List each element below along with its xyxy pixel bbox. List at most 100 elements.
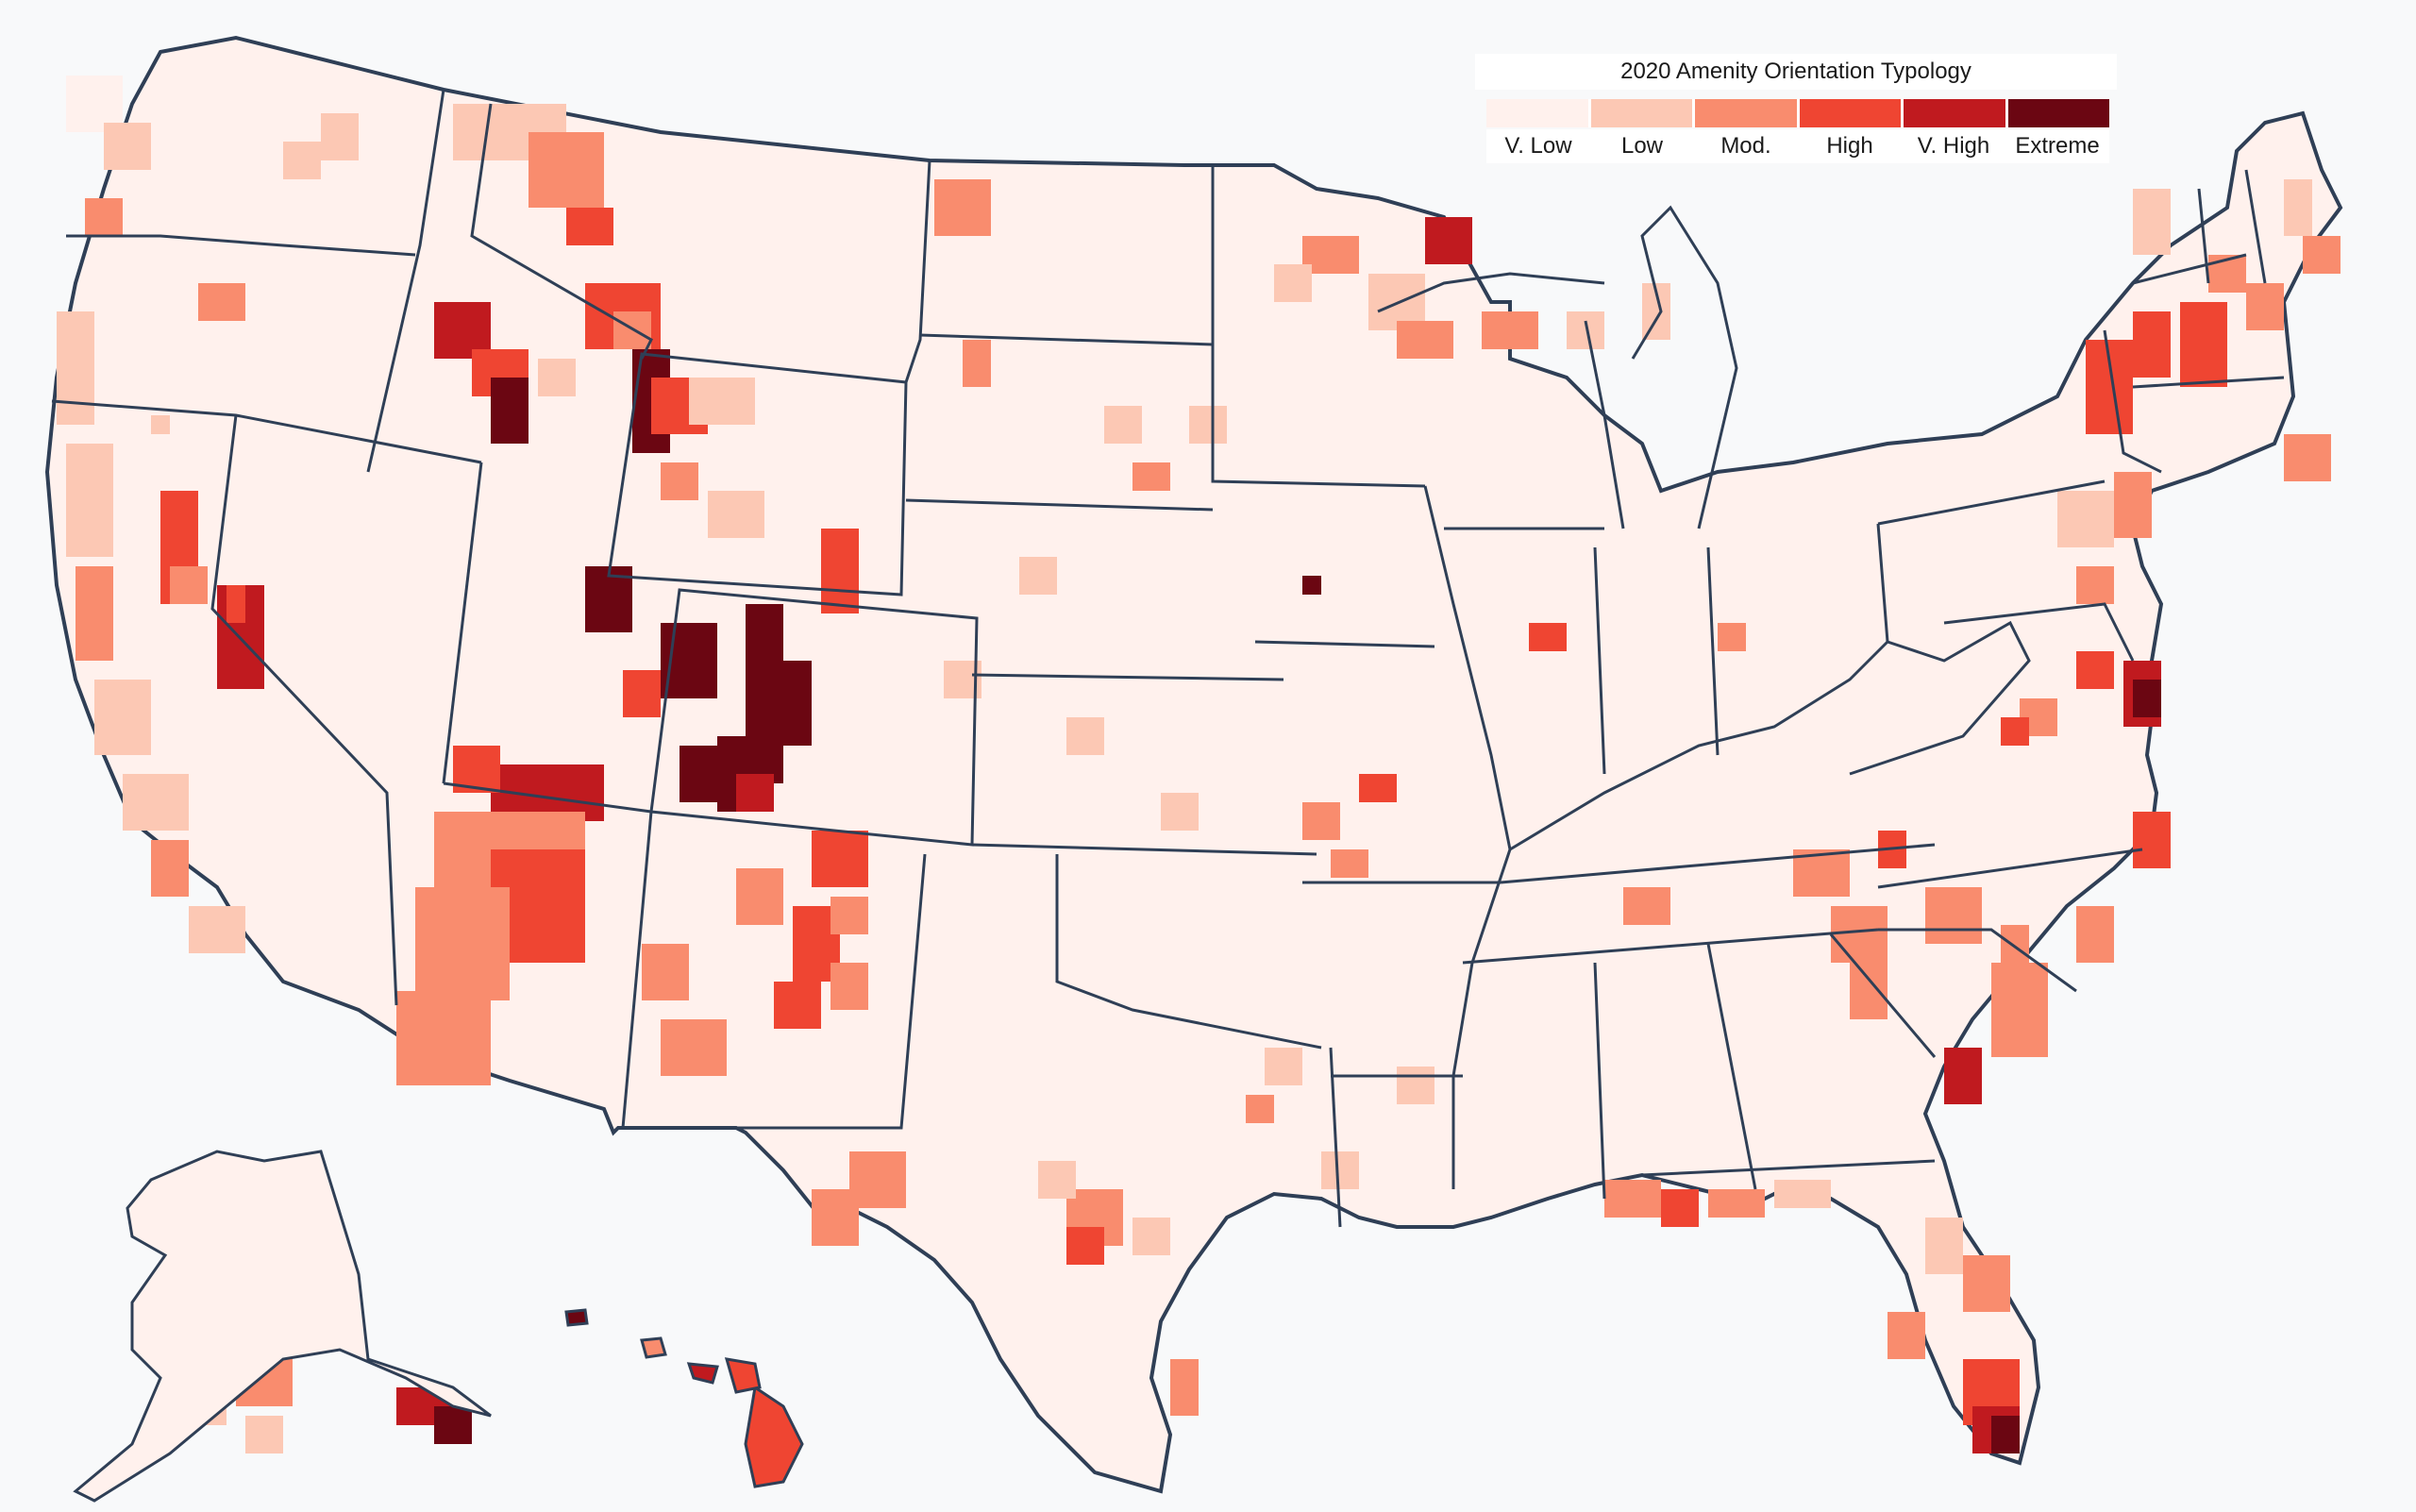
county-patch (2208, 255, 2246, 293)
hawaii-maui (724, 1357, 762, 1394)
border-nv-ut (442, 462, 483, 784)
county-patch (226, 585, 245, 623)
border-wy (607, 352, 908, 596)
county-patch (2057, 491, 2114, 547)
county-patch (934, 179, 991, 236)
border-ms-al-ga (1593, 933, 1937, 1200)
county-patch (1718, 623, 1746, 651)
county-patch (396, 991, 491, 1085)
county-patch (226, 104, 283, 160)
legend-label-extreme: Extreme (2015, 133, 2100, 159)
county-patch (1170, 1359, 1199, 1416)
legend-label-mod: Mod. (1720, 133, 1771, 159)
hawaii-kauai (640, 1336, 667, 1359)
county-patch (2001, 717, 2029, 746)
lower48-fill (44, 35, 2343, 1494)
county-patch (104, 123, 151, 170)
county-patch (1991, 1416, 2020, 1453)
county-patch (415, 887, 510, 1000)
county-patch (2284, 179, 2312, 236)
county-patch (123, 774, 189, 831)
county-patch (142, 189, 198, 227)
county-patch (680, 746, 727, 802)
county-patch (1397, 321, 1453, 359)
county-patch (2076, 651, 2114, 689)
county-patch (528, 132, 604, 208)
county-patch (2076, 906, 2114, 963)
legend: 2020 Amenity Orientation Typology V. Low… (1475, 54, 2117, 167)
border-mt-id-wy (470, 103, 653, 360)
county-patch (1925, 1218, 1963, 1274)
county-patch (1925, 887, 1982, 944)
county-patch (2114, 472, 2152, 538)
border-ks-ok (971, 843, 1317, 856)
border-ne-ks (971, 673, 1284, 681)
state-borders (51, 89, 2285, 1228)
county-patch (736, 774, 774, 812)
county-patch (774, 982, 821, 1029)
county-patch (1425, 217, 1472, 264)
hawaii-big-island (744, 1385, 804, 1488)
county-patch (1274, 264, 1312, 302)
county-patch (2133, 189, 2171, 255)
county-patch (1963, 1255, 2010, 1312)
border-tn-south (1462, 928, 1879, 965)
hawaii-oahu (686, 1362, 719, 1385)
legend-swatch-low (1590, 99, 1695, 127)
county-patch (151, 840, 189, 897)
county-patch (708, 491, 764, 538)
lower48-landmass (44, 35, 2343, 1494)
county-patch (1265, 1048, 1302, 1085)
county-patch (1529, 623, 1567, 651)
county-patch (538, 359, 576, 396)
county-patch (245, 1416, 283, 1453)
county-patch (1604, 1180, 1661, 1218)
border-in-oh (1706, 546, 1720, 756)
legend-swatch-high (1799, 99, 1904, 127)
county-patch (66, 444, 113, 557)
county-patch (2284, 434, 2331, 481)
border-mn-ia (1211, 165, 1426, 488)
county-patch (1132, 462, 1170, 491)
border-oh-pa (1876, 523, 1889, 643)
county-patch (1066, 1227, 1104, 1265)
county-patch (1991, 963, 2048, 1057)
county-patch (2076, 566, 2114, 604)
county-patch (2133, 680, 2161, 717)
alaska-fill (73, 1150, 492, 1503)
border-wv (1849, 620, 2031, 776)
county-patch (812, 1189, 859, 1246)
lake-michigan-shore (1584, 320, 1625, 529)
county-patch (85, 198, 123, 236)
county-patch (434, 1406, 472, 1444)
county-patch (830, 963, 868, 1010)
county-patch (642, 944, 689, 1000)
county-patch (283, 142, 321, 179)
county-patch (1331, 849, 1368, 878)
border-mi-lower (1631, 205, 1738, 529)
county-patch (198, 283, 245, 321)
county-patch (2246, 283, 2284, 330)
border-pa-ny (1877, 479, 2106, 526)
hawaii-maui-nui (564, 1308, 589, 1327)
border-tx-la (1329, 1047, 1342, 1228)
county-patch (1482, 311, 1538, 349)
county-patch (774, 661, 812, 746)
legend-labels: V. Low Low Mod. High V. High Extreme (1486, 129, 2109, 163)
county-patch (963, 340, 991, 387)
legend-swatch-v-low (1486, 99, 1591, 127)
county-patch (1321, 1151, 1359, 1189)
county-patch (94, 680, 151, 755)
county-patch (1397, 1067, 1434, 1104)
county-patch (1066, 717, 1104, 755)
county-patch (736, 868, 783, 925)
county-patch (1774, 1180, 1831, 1208)
county-patch (2133, 812, 2171, 868)
county-patch (1189, 406, 1227, 444)
county-patch (1302, 576, 1321, 595)
county-patch (566, 208, 613, 245)
county-patch (1567, 311, 1604, 349)
border-mi-upper (1377, 272, 1605, 313)
county-patch (623, 670, 661, 717)
